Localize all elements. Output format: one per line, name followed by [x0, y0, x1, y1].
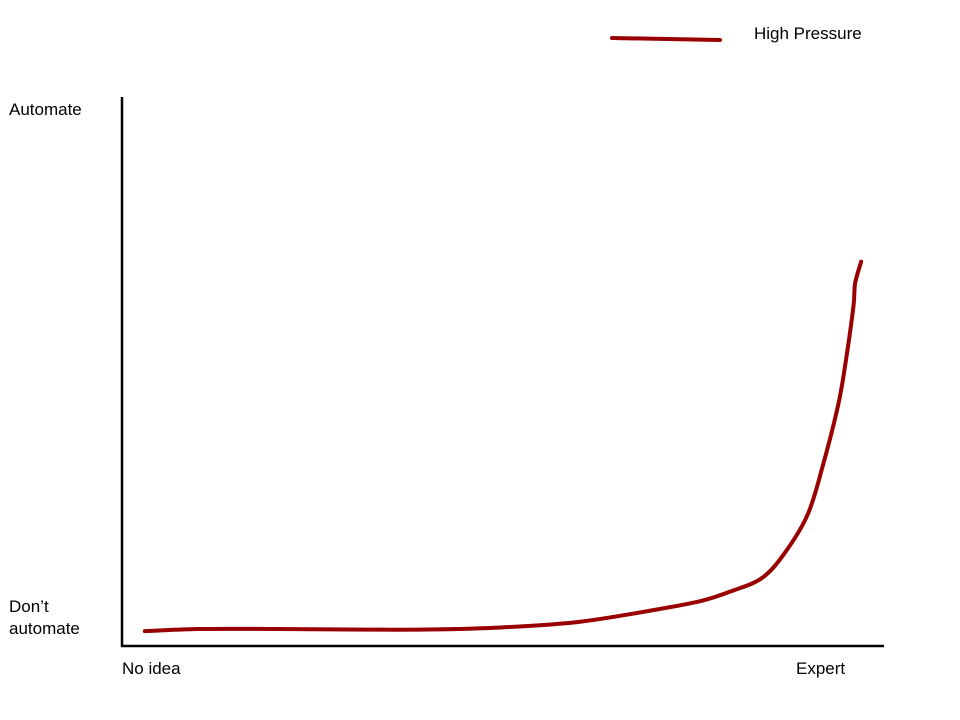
legend-swatch — [610, 36, 722, 42]
y-tick-label-automate: Automate — [9, 100, 82, 119]
y-tick-label-dont-automate: Don’t automate — [9, 597, 80, 638]
legend-label: High Pressure — [754, 24, 862, 43]
series-line-high-pressure — [142, 259, 864, 634]
x-tick-label-expert: Expert — [796, 659, 846, 678]
x-tick-label-no-idea: No idea — [122, 659, 181, 678]
